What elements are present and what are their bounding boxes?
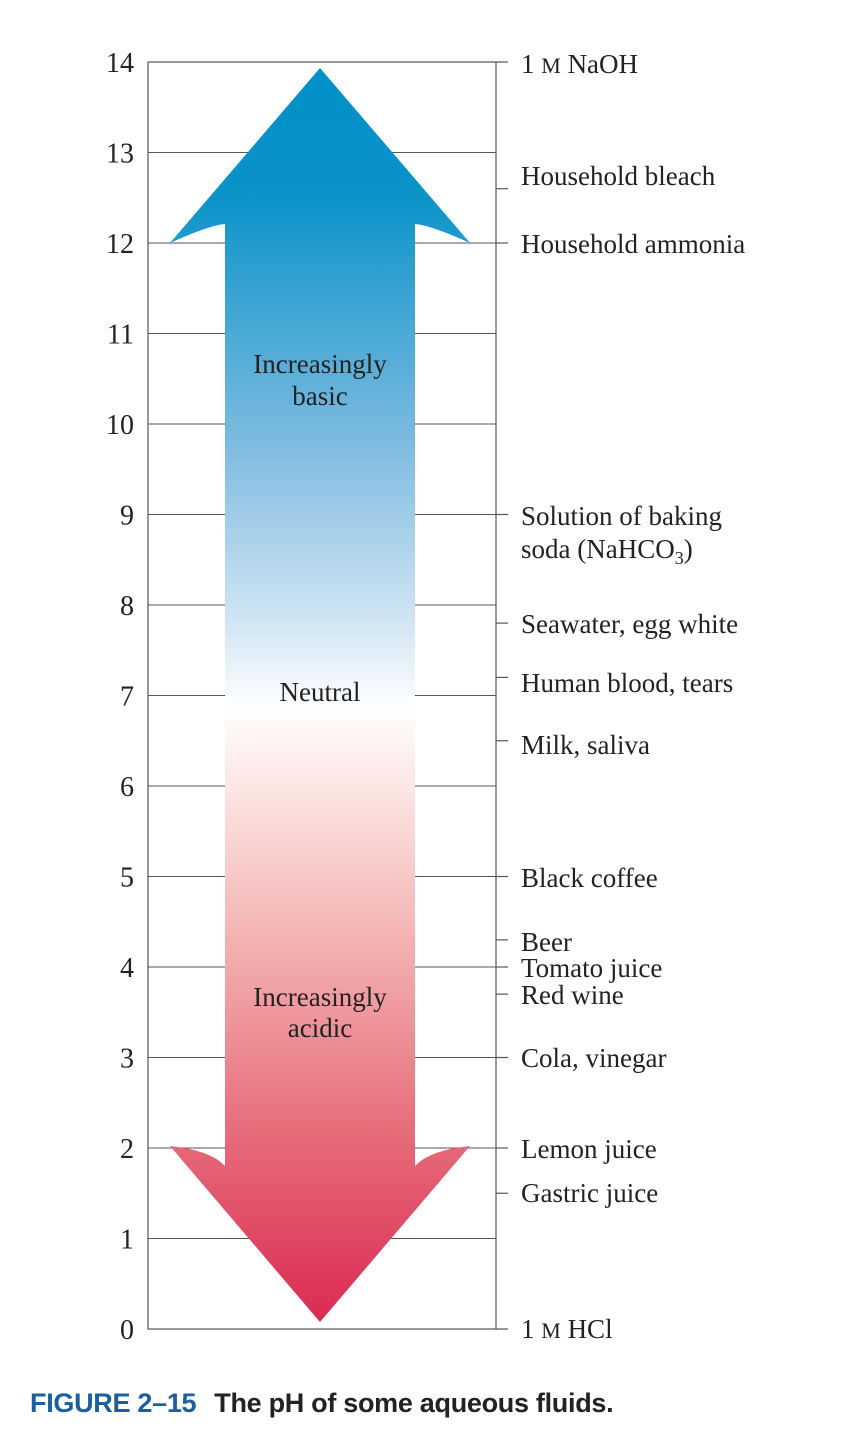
substance-label-cola-vinegar: Cola, vinegar xyxy=(521,1043,666,1073)
substance-label-milk-saliva: Milk, saliva xyxy=(521,730,650,760)
substance-label-human-blood-tears: Human blood, tears xyxy=(521,668,733,698)
tick-label-4: 4 xyxy=(120,953,134,984)
substance-label-beer: Beer xyxy=(521,927,572,957)
ph-double-arrow xyxy=(170,68,470,1322)
substance-markers: 1 M NaOH Household bleach Household ammoni… xyxy=(496,49,745,1344)
tick-label-14: 14 xyxy=(106,48,134,79)
substance-label-household-bleach: Household bleach xyxy=(521,161,716,191)
label-increasingly-basic-1: Increasingly xyxy=(253,349,387,379)
tick-label-9: 9 xyxy=(120,501,134,532)
tick-label-10: 10 xyxy=(106,410,134,441)
substance-label-1-m-naoh: 1 M NaOH xyxy=(521,49,638,79)
scale-frame xyxy=(147,61,497,1330)
label-neutral: Neutral xyxy=(280,677,361,707)
substance-label-black-coffee: Black coffee xyxy=(521,863,658,893)
tick-label-11: 11 xyxy=(107,320,134,351)
label-increasingly-acidic-2: acidic xyxy=(288,1013,352,1043)
substance-label-gastric-juice: Gastric juice xyxy=(521,1178,658,1208)
tick-label-8: 8 xyxy=(120,591,134,622)
tick-label-3: 3 xyxy=(120,1044,134,1075)
tick-label-12: 12 xyxy=(106,229,134,260)
label-increasingly-basic-2: basic xyxy=(292,381,347,411)
tick-label-5: 5 xyxy=(120,863,134,894)
tick-label-7: 7 xyxy=(120,682,134,713)
tick-label-0: 0 xyxy=(120,1315,134,1346)
tick-label-13: 13 xyxy=(106,139,134,170)
figure-number: FIGURE 2–15 xyxy=(30,1388,197,1418)
figure-caption-text: The pH of some aqueous fluids. xyxy=(214,1388,614,1418)
tick-label-1: 1 xyxy=(120,1225,134,1256)
tick-label-2: 2 xyxy=(120,1134,134,1165)
substance-label-red-wine: Red wine xyxy=(521,980,624,1010)
substance-label-lemon-juice: Lemon juice xyxy=(521,1134,657,1164)
substance-label-household-ammonia: Household ammonia xyxy=(521,229,745,259)
figure-caption: FIGURE 2–15 The pH of some aqueous fluids… xyxy=(30,1388,850,1419)
label-increasingly-acidic-1: Increasingly xyxy=(253,982,387,1012)
substance-label-seawater-egg-white: Seawater, egg white xyxy=(521,609,738,639)
tick-label-6: 6 xyxy=(120,772,134,803)
substance-label-baking-soda-line1: Solution of baking xyxy=(521,501,722,531)
substance-label-tomato-juice: Tomato juice xyxy=(521,953,662,983)
substance-label-baking-soda-line2: soda (NaHCO3) xyxy=(521,534,693,568)
substance-label-1-m-hcl: 1 M HCl xyxy=(521,1314,613,1344)
